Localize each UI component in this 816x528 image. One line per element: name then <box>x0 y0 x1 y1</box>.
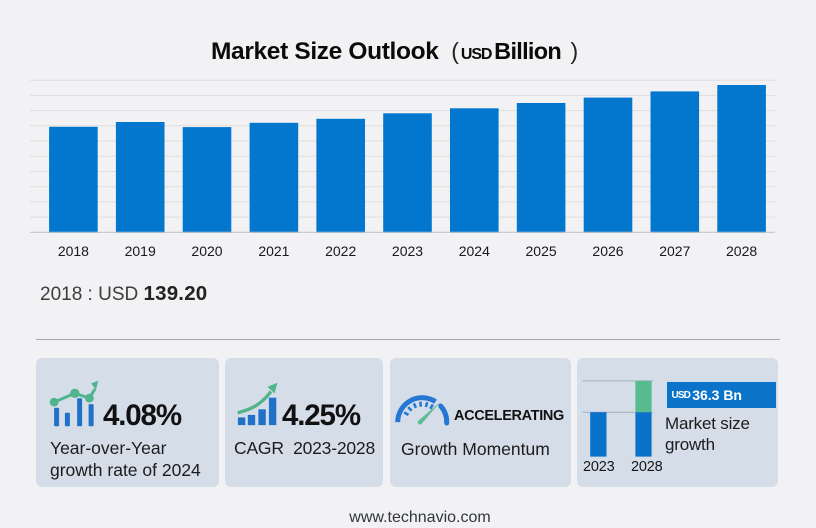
svg-text:2020: 2020 <box>191 243 222 259</box>
svg-text:2019: 2019 <box>125 243 156 259</box>
svg-text:2022: 2022 <box>325 243 356 259</box>
svg-text:2021: 2021 <box>258 243 289 259</box>
svg-text:2025: 2025 <box>526 243 557 259</box>
svg-text:2018: 2018 <box>58 243 89 259</box>
svg-text:2023: 2023 <box>392 243 423 259</box>
svg-text:2027: 2027 <box>659 243 690 259</box>
svg-text:2024: 2024 <box>459 243 490 259</box>
svg-text:2028: 2028 <box>726 243 757 259</box>
svg-text:2026: 2026 <box>592 243 623 259</box>
